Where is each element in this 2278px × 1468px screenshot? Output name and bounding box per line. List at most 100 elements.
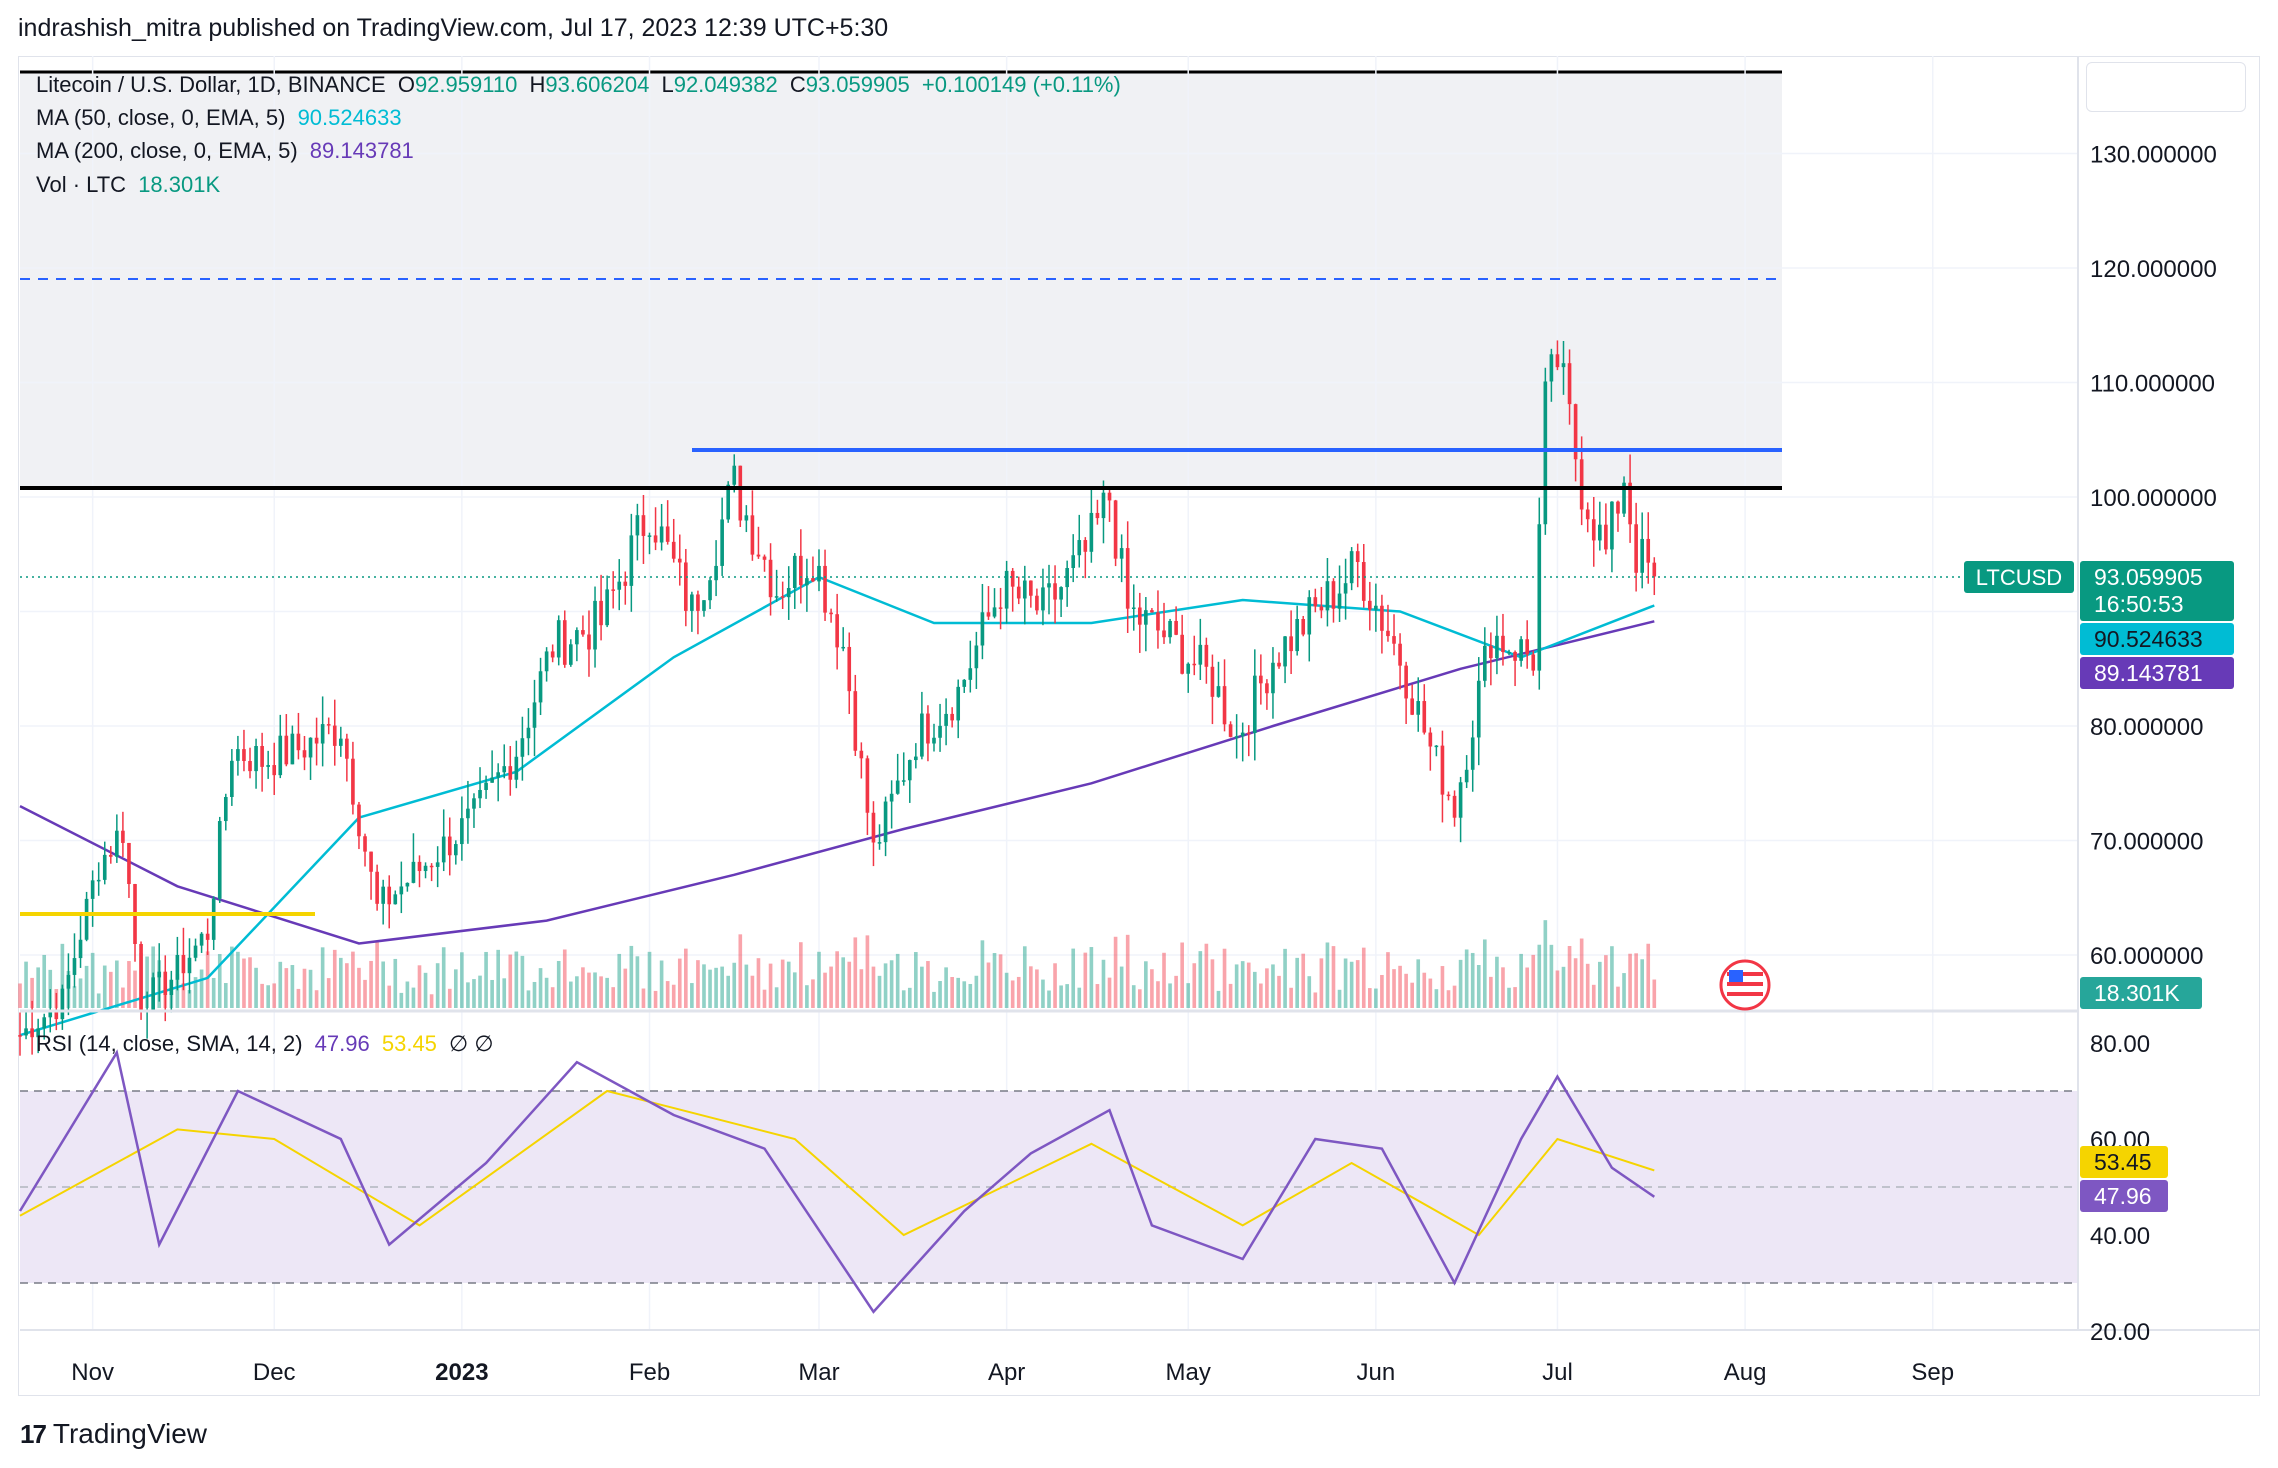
volume-bar (1107, 977, 1112, 1008)
legend-ma200[interactable]: MA (200, close, 0, EMA, 5) 89.143781 (36, 138, 420, 164)
volume-bar (1470, 952, 1475, 1008)
legend-ohlc: Litecoin / U.S. Dollar, 1D, BINANCE O92.… (36, 72, 1127, 98)
legend-symbol: Litecoin / U.S. Dollar, 1D, BINANCE (36, 72, 386, 97)
publisher-line: indrashish_mitra published on TradingVie… (18, 14, 889, 42)
tradingview-logo[interactable]: 17 TradingView (20, 1418, 207, 1450)
time-tick-label: Feb (629, 1359, 670, 1386)
volume-bar (1355, 960, 1360, 1008)
volume-bar (605, 977, 609, 1008)
candle-body (96, 879, 101, 882)
volume-bar (1113, 936, 1118, 1008)
us-flag-icon[interactable] (1719, 959, 1771, 1011)
candle-body (254, 746, 258, 772)
volume-bar (1349, 961, 1354, 1008)
volume-bar (708, 969, 712, 1008)
volume-bar (1579, 938, 1584, 1008)
candle-body (587, 634, 591, 650)
volume-bar (211, 977, 216, 1008)
volume-bar (556, 960, 561, 1008)
candle-body (326, 724, 331, 726)
legend-rsi-extra: ∅ ∅ (449, 1031, 494, 1056)
volume-bar (1240, 961, 1245, 1008)
candle-body (605, 589, 609, 626)
volume-bar (393, 958, 398, 1008)
volume-bar (205, 951, 210, 1008)
candle-body (205, 933, 210, 940)
candle-body (375, 871, 379, 904)
volume-bar (998, 954, 1003, 1008)
candle-body (332, 725, 337, 746)
candle-body (169, 979, 174, 995)
candle-body (575, 630, 579, 645)
ma50-tag: 90.524633 (2080, 623, 2234, 655)
candle-body (847, 646, 852, 692)
legend-low-label: L (661, 72, 674, 97)
volume-bar (405, 981, 410, 1008)
volume-bar (447, 988, 452, 1008)
candle-body (102, 854, 107, 880)
candle-body (18, 1035, 22, 1037)
candle-body (901, 780, 906, 782)
candle-body (490, 777, 494, 783)
candle-body (968, 668, 973, 680)
candle-body (665, 526, 670, 542)
candle-body (1537, 524, 1542, 671)
legend-volume[interactable]: Vol · LTC 18.301K (36, 172, 226, 198)
candle-body (538, 671, 543, 703)
volume-bar (714, 967, 718, 1008)
candle-body (1029, 580, 1033, 596)
volume-bar (72, 986, 77, 1008)
volume-bar (1380, 974, 1384, 1008)
volume-bar (417, 965, 422, 1008)
volume-bar (351, 951, 355, 1008)
candle-body (1361, 562, 1366, 601)
volume-bar (1525, 967, 1529, 1008)
volume-bar (1150, 969, 1154, 1008)
candle-body (453, 844, 458, 856)
volume-bar (314, 990, 319, 1008)
candle-body (550, 651, 555, 658)
volume-bar (647, 951, 652, 1008)
price-grid (20, 152, 2078, 956)
candle-body (1271, 662, 1275, 694)
candle-body (1495, 635, 1499, 659)
volume-bar (829, 966, 833, 1008)
volume-bar (914, 952, 918, 1008)
volume-bar (78, 978, 83, 1008)
volume-bar (1325, 942, 1330, 1008)
volume-bar (496, 949, 500, 1008)
candle-body (1604, 524, 1608, 550)
candle-body (641, 515, 646, 536)
legend-vol-label: Vol · LTC (36, 172, 127, 197)
volume-bar (1361, 947, 1366, 1008)
candle-body (841, 646, 846, 649)
legend-rsi[interactable]: RSI (14, close, SMA, 14, 2) 47.96 53.45 … (36, 1031, 500, 1057)
chart-toolbar-button[interactable] (2086, 62, 2246, 112)
volume-bar (36, 967, 40, 1008)
candle-body (1277, 662, 1281, 667)
candle-body (1053, 583, 1057, 600)
symbol-tag-text: LTCUSD (1976, 565, 2062, 590)
time-tick-label: May (1166, 1359, 1211, 1386)
volume-bar (1168, 983, 1172, 1008)
candle-body (520, 738, 525, 757)
legend-ma50[interactable]: MA (50, close, 0, EMA, 5) 90.524633 (36, 105, 408, 131)
volume-bar (665, 981, 670, 1008)
volume-bar (593, 972, 597, 1008)
candle-body (653, 535, 658, 543)
ma50-tag-text: 90.524633 (2094, 626, 2203, 652)
candle-body (320, 724, 325, 744)
candle-body (617, 581, 622, 590)
volume-bar (671, 984, 676, 1008)
candle-body (1095, 512, 1100, 519)
volume-bar (260, 983, 264, 1008)
volume-bar (774, 987, 779, 1008)
candle-body (1640, 538, 1645, 573)
volume-bar (1458, 959, 1463, 1008)
volume-bar (895, 953, 900, 1008)
volume-bar (1452, 985, 1457, 1008)
candle-body (78, 939, 83, 959)
volume-bar (1283, 948, 1287, 1008)
candle-body (1047, 583, 1051, 588)
